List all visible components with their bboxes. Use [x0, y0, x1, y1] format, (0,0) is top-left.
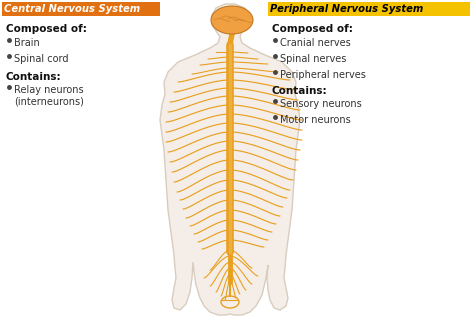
- Text: (interneurons): (interneurons): [14, 97, 84, 107]
- Text: Motor neurons: Motor neurons: [280, 115, 351, 125]
- FancyBboxPatch shape: [268, 2, 470, 16]
- Text: Contains:: Contains:: [272, 86, 328, 96]
- Text: Spinal nerves: Spinal nerves: [280, 54, 346, 64]
- Text: Spinal cord: Spinal cord: [14, 54, 69, 64]
- Text: Cranial nerves: Cranial nerves: [280, 38, 351, 48]
- Text: Composed of:: Composed of:: [272, 24, 353, 34]
- Text: Peripheral nerves: Peripheral nerves: [280, 70, 366, 80]
- Text: Central Nervous System: Central Nervous System: [4, 4, 140, 14]
- Polygon shape: [160, 4, 300, 315]
- Text: Peripheral Nervous System: Peripheral Nervous System: [270, 4, 423, 14]
- FancyBboxPatch shape: [2, 2, 160, 16]
- Text: Composed of:: Composed of:: [6, 24, 87, 34]
- Text: Relay neurons: Relay neurons: [14, 85, 83, 95]
- Ellipse shape: [211, 6, 253, 34]
- Text: Brain: Brain: [14, 38, 40, 48]
- Text: Sensory neurons: Sensory neurons: [280, 99, 362, 109]
- Text: Contains:: Contains:: [6, 72, 62, 82]
